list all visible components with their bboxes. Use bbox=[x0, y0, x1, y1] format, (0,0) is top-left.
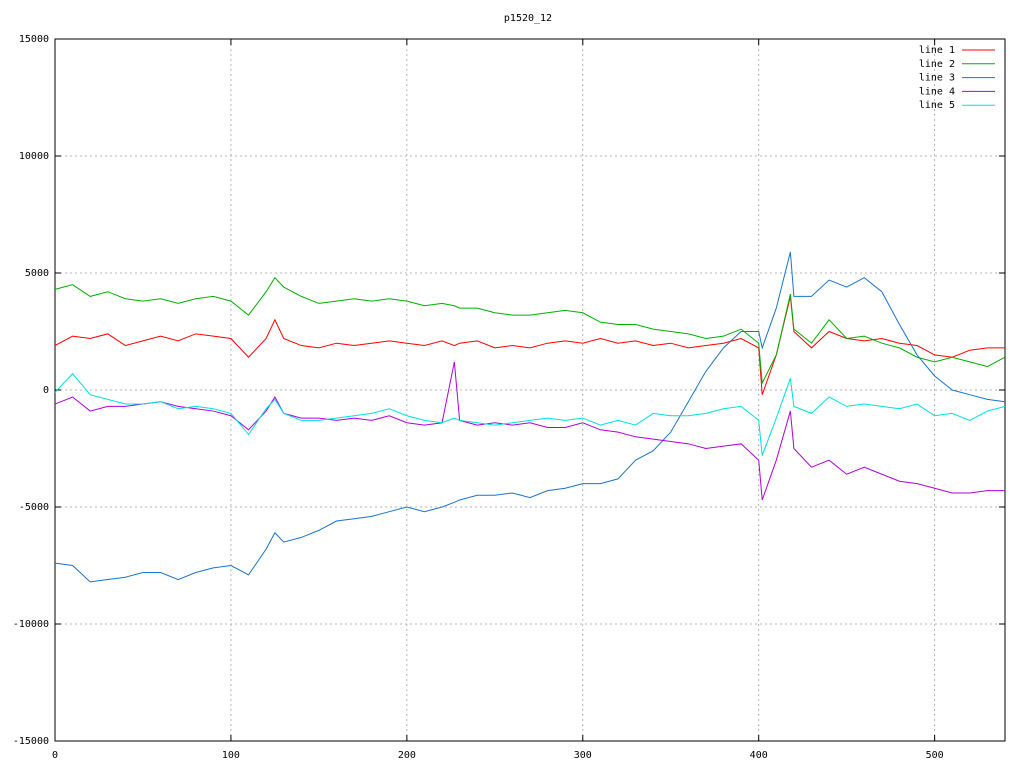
y-tick-label: 15000 bbox=[19, 34, 49, 45]
series-line bbox=[54, 276, 1006, 385]
series-line bbox=[54, 296, 1005, 395]
legend-label: line 5 bbox=[919, 100, 955, 111]
x-tick-label: 300 bbox=[574, 750, 592, 761]
plot-border bbox=[54, 38, 1006, 742]
y-tick-label: 5000 bbox=[25, 268, 49, 279]
y-tick-label: -15000 bbox=[13, 736, 49, 747]
x-tick-label: 100 bbox=[222, 750, 240, 761]
series-line bbox=[54, 251, 1006, 583]
y-tick-label: 10000 bbox=[19, 151, 49, 162]
x-tick-label: 400 bbox=[750, 750, 768, 761]
legend-label: line 2 bbox=[919, 59, 955, 70]
series-line bbox=[54, 361, 1005, 501]
x-tick-label: 500 bbox=[926, 750, 944, 761]
y-tick-label: -10000 bbox=[13, 619, 49, 630]
chart-title: p1520_12 bbox=[504, 13, 552, 24]
y-tick-label: 0 bbox=[43, 385, 49, 396]
x-tick-label: 200 bbox=[398, 750, 416, 761]
y-tick-label: -5000 bbox=[19, 502, 49, 513]
series-line bbox=[54, 372, 1006, 456]
legend-label: line 4 bbox=[919, 86, 955, 97]
legend-label: line 1 bbox=[919, 45, 955, 56]
legend-label: line 3 bbox=[919, 73, 955, 84]
x-tick-label: 0 bbox=[52, 750, 58, 761]
